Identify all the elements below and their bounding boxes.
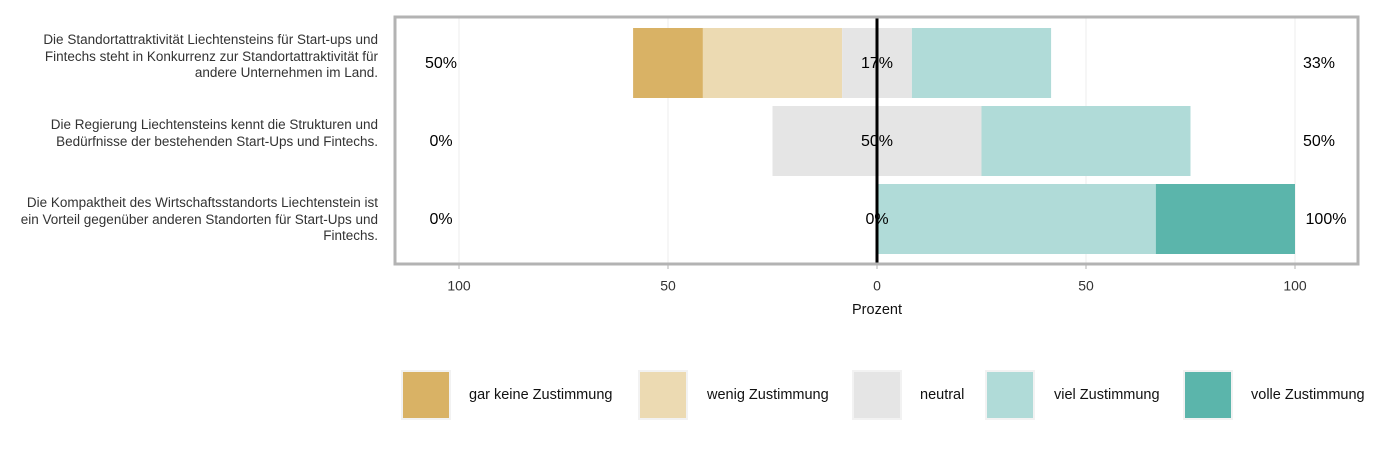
bar-row1-wenig-zustimmung bbox=[702, 28, 843, 98]
category-label-1: Die Standortattraktivität Liechtensteins… bbox=[43, 32, 378, 80]
x-tick-label-4: 100 bbox=[1283, 278, 1307, 294]
right-percent-label-1: 33% bbox=[1303, 55, 1335, 72]
x-tick-label-2: 0 bbox=[873, 278, 881, 294]
category-label-3: Die Kompaktheit des Wirtschaftsstandorts… bbox=[20, 195, 378, 243]
bar-row3-volle-zustimmung bbox=[1155, 184, 1295, 254]
center-percent-label-1: 17% bbox=[861, 55, 893, 72]
bar-row3-viel-zustimmung bbox=[877, 184, 1156, 254]
x-tick-label-1: 50 bbox=[660, 278, 676, 294]
center-percent-label-2: 50% bbox=[861, 133, 893, 150]
x-tick-label-0: 100 bbox=[447, 278, 471, 294]
center-percent-label-3: 0% bbox=[865, 211, 888, 228]
left-percent-label-2: 0% bbox=[429, 133, 452, 150]
left-percent-label-1: 50% bbox=[425, 55, 457, 72]
left-percent-label-3: 0% bbox=[429, 211, 452, 228]
x-axis-title: Prozent bbox=[852, 302, 902, 318]
bar-row2-viel-zustimmung bbox=[981, 106, 1191, 176]
bar-row1-gar-keine-zustimmung bbox=[633, 28, 703, 98]
right-percent-label-2: 50% bbox=[1303, 133, 1335, 150]
x-tick-label-3: 50 bbox=[1078, 278, 1094, 294]
bar-row1-viel-zustimmung bbox=[911, 28, 1052, 98]
category-label-2: Die Regierung Liechtensteins kennt die S… bbox=[50, 117, 378, 149]
right-percent-label-3: 100% bbox=[1306, 211, 1347, 228]
